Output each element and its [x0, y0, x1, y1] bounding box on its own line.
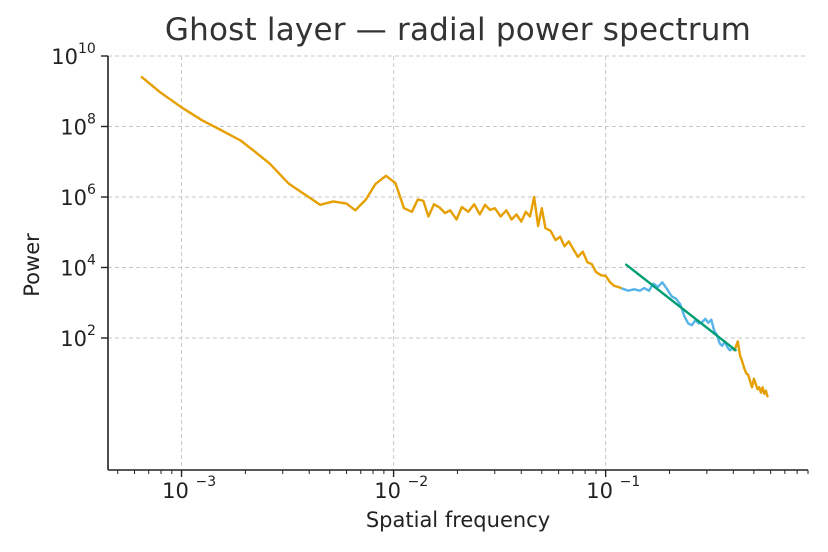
series-line-2: [621, 281, 736, 352]
chart-title: Ghost layer — radial power spectrum: [164, 12, 752, 48]
y-tick-label: 10: [51, 45, 78, 69]
x-axis-label: Spatial frequency: [366, 508, 550, 532]
y-tick-exponent: 2: [87, 323, 96, 339]
x-tick-label: 10: [162, 479, 189, 503]
y-tick-exponent: 10: [78, 41, 96, 57]
y-tick-exponent: 4: [87, 252, 96, 268]
x-tick-exponent: −2: [408, 474, 429, 490]
y-tick-exponent: 8: [87, 111, 96, 127]
y-tick-label: 10: [60, 256, 87, 280]
x-tick-exponent: −3: [196, 474, 217, 490]
series-line-4: [625, 263, 737, 352]
x-tick-label: 10: [374, 479, 401, 503]
y-tick-label: 10: [60, 327, 87, 351]
grid-lines: [108, 55, 808, 470]
y-tick-label: 10: [60, 186, 87, 210]
x-tick-exponent: −1: [620, 474, 641, 490]
y-axis-label: Power: [20, 233, 44, 297]
series-layer: [140, 75, 769, 398]
ticks: 10 −3 10 −2 10 −110 210 410 610 810 10: [51, 41, 809, 503]
y-tick-label: 10: [60, 115, 87, 139]
axes: [107, 56, 808, 471]
series-line-1: [140, 75, 624, 290]
x-tick-label: 10: [586, 479, 613, 503]
series-line-3: [733, 340, 769, 398]
y-tick-exponent: 6: [87, 182, 96, 198]
